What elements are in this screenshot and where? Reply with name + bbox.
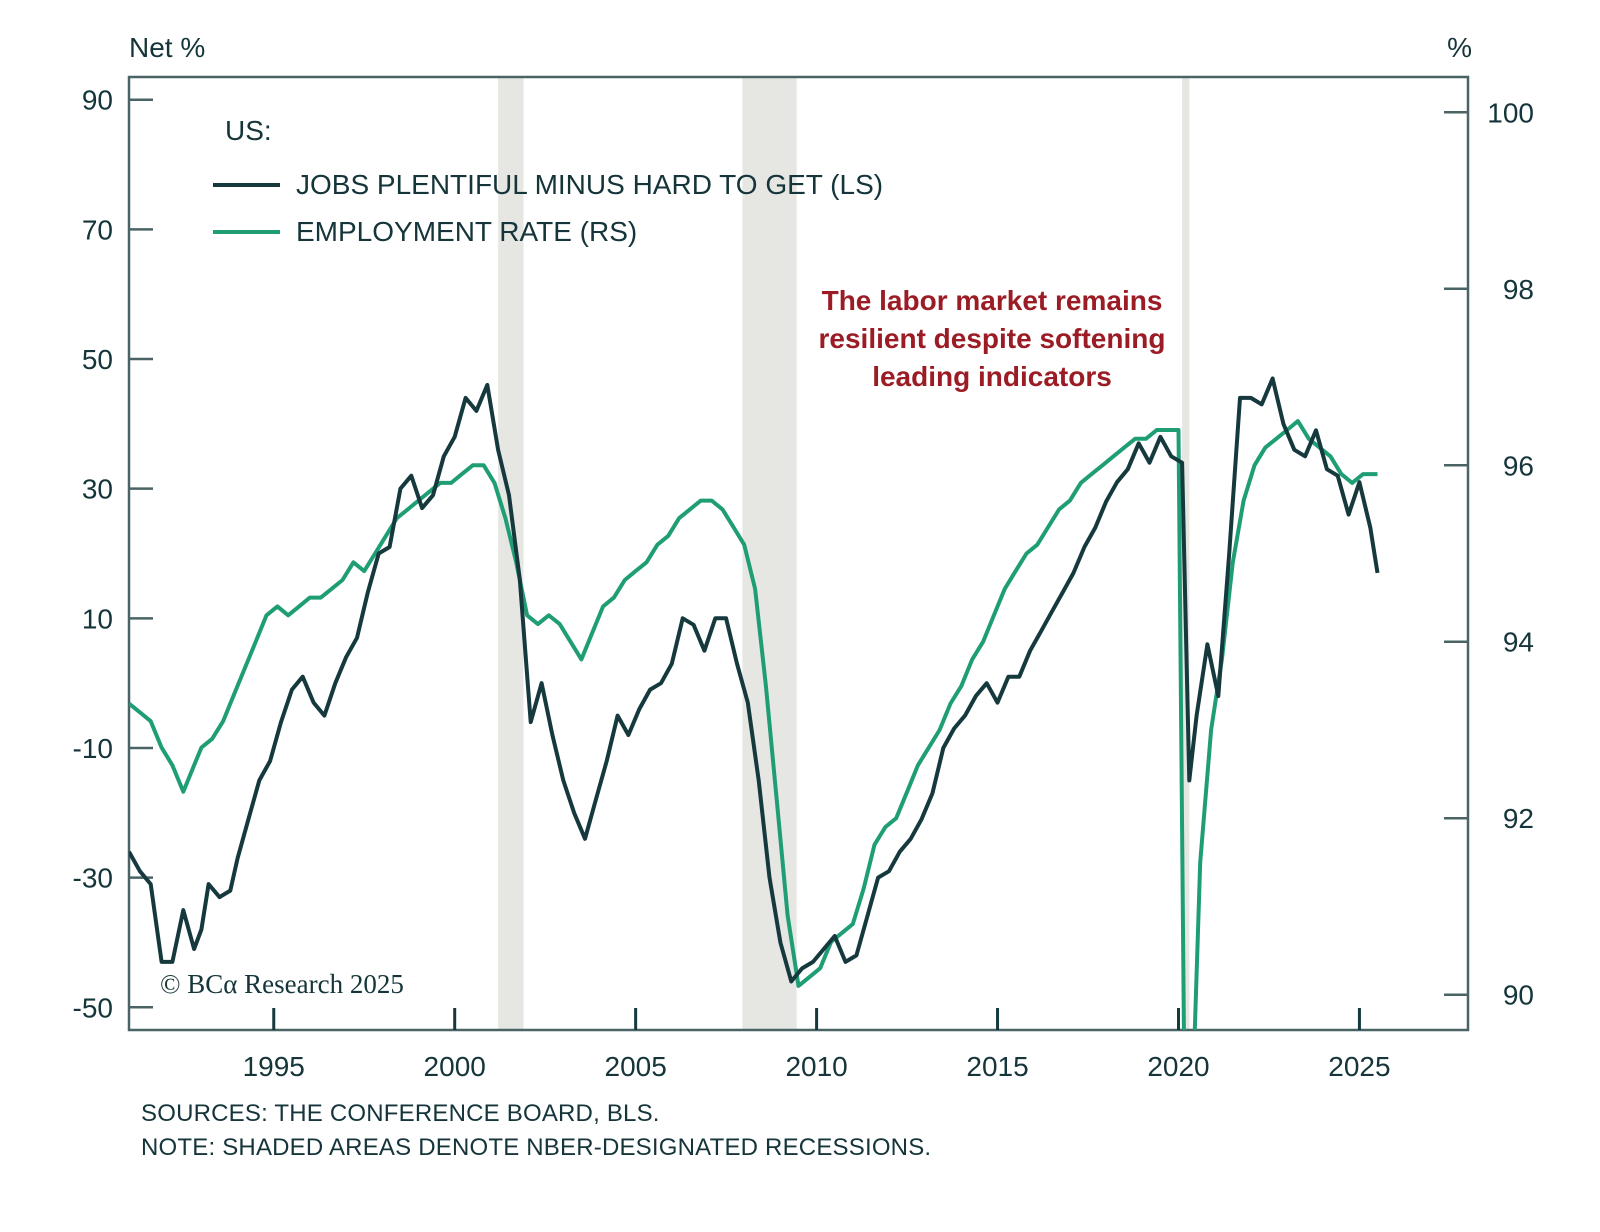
copyright: © BCα Research 2025 [160,969,404,999]
right-axis-unit: % [1447,32,1472,63]
right-tick-label: 98 [1503,274,1534,305]
series-line-employment-rate [129,419,1378,1030]
right-tick-label: 90 [1503,980,1534,1011]
annotation-line-1: The labor market remains [822,285,1163,316]
left-tick-label: -50 [73,992,113,1023]
plot-frame [127,75,1470,1032]
right-tick-label: 94 [1503,627,1534,658]
right-tick-label: 92 [1503,803,1534,834]
recession-note: NOTE: SHADED AREAS DENOTE NBER-DESIGNATE… [141,1134,932,1161]
left-tick-label: 70 [82,214,113,245]
right-axis: 100 98 96 94 92 90 [1444,97,1534,1011]
legend-title: US: [225,115,272,146]
left-tick-label: 50 [82,344,113,375]
right-tick-label: 96 [1503,450,1534,481]
x-tick-label: 2010 [785,1051,847,1080]
series-line-jobs-plentiful [129,376,1380,984]
annotation-line-2: resilient despite softening [819,323,1166,354]
annotation-line-3: leading indicators [872,361,1112,392]
left-axis: 90 70 50 30 10 -10 -30 -50 [73,85,153,1023]
x-axis: 1995 2000 2005 2010 2015 2020 2025 [243,1008,1391,1080]
left-tick-label: 10 [82,603,113,634]
x-tick-label: 2005 [605,1051,667,1080]
left-tick-label: 90 [82,85,113,116]
x-tick-label: 2000 [424,1051,486,1080]
right-tick-label: 100 [1487,97,1534,128]
legend-label-employment: EMPLOYMENT RATE (RS) [296,216,637,247]
x-tick-label: 2020 [1147,1051,1209,1080]
sources-note: SOURCES: THE CONFERENCE BOARD, BLS. [141,1100,660,1127]
recession-band [498,77,524,1030]
legend-label-jobs: JOBS PLENTIFUL MINUS HARD TO GET (LS) [296,169,883,200]
legend: US: JOBS PLENTIFUL MINUS HARD TO GET (LS… [213,115,883,247]
series-layer [129,376,1380,1030]
left-axis-unit: Net % [129,32,205,63]
x-tick-label: 2015 [966,1051,1028,1080]
x-tick-label: 1995 [243,1051,305,1080]
left-tick-label: -30 [73,863,113,894]
left-tick-label: -10 [73,733,113,764]
x-tick-label: 2025 [1328,1051,1390,1080]
chart: 90 70 50 30 10 -10 -30 -50 100 98 96 94 92 90 1995 20… [73,32,1534,1080]
annotation: The labor market remains resilient despi… [819,285,1166,392]
left-tick-label: 30 [82,474,113,505]
